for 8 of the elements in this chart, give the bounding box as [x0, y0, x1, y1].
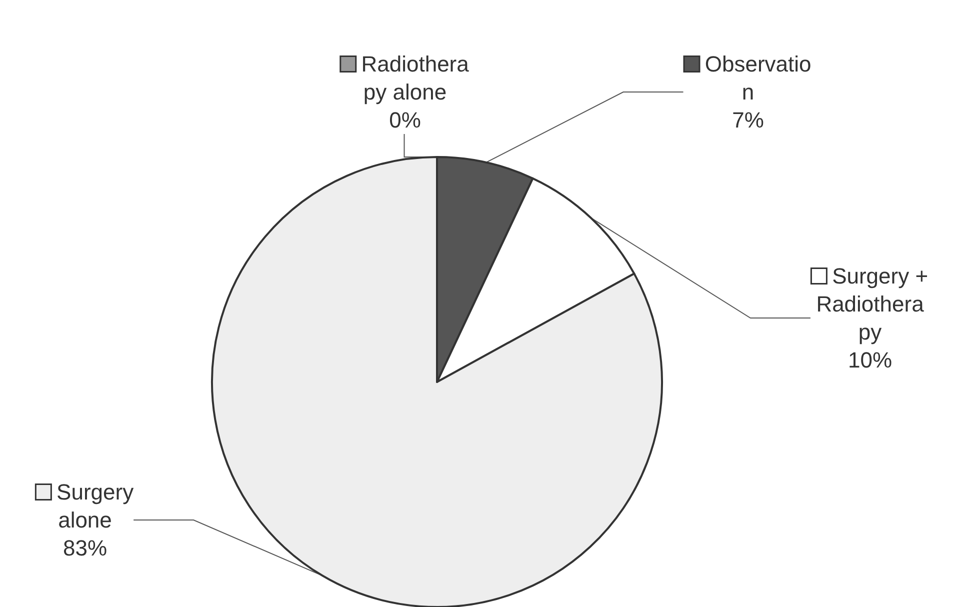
data-label: 83%	[62, 536, 108, 560]
data-label: 7%	[732, 108, 764, 132]
legend-label: Radiothera py alone	[355, 52, 470, 104]
text: 0%	[389, 108, 421, 132]
legend-label: Surgery alone	[50, 480, 134, 532]
legend-label: Observatio n	[698, 52, 812, 104]
legend-label: Surgery + Radiothera py	[816, 264, 928, 344]
data-label: 10%	[848, 348, 892, 372]
